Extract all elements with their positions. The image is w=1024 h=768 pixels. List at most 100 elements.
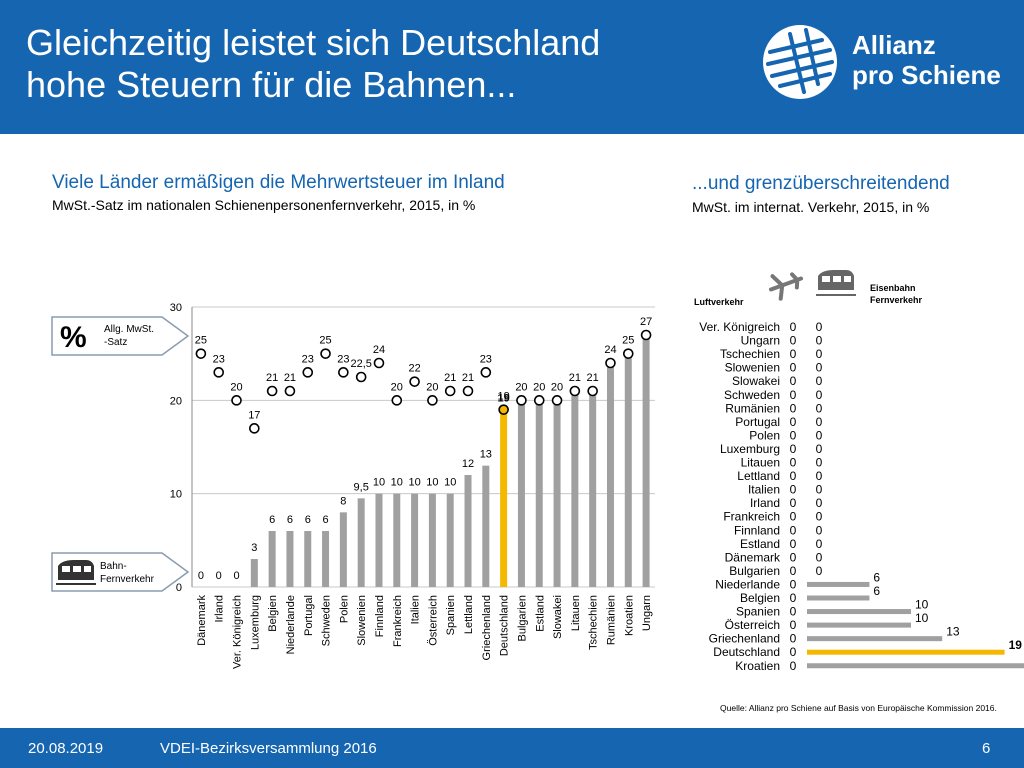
bar-frankreich — [393, 493, 401, 587]
air-value-label: 0 — [790, 632, 797, 646]
rate-marker-frankreich — [391, 395, 403, 406]
country-label-ver-königreich: Ver. Königreich — [699, 320, 780, 334]
rate-marker-estland — [533, 395, 545, 406]
air-value-label: 0 — [790, 523, 797, 537]
right-chart-caption: MwSt. im internat. Verkehr, 2015, in % — [692, 199, 930, 215]
airplane-icon — [768, 272, 804, 301]
legend-general-vat: % Allg. MwSt. -Satz — [51, 316, 190, 356]
bar-value-label: 10 — [426, 477, 438, 489]
rate-value-label: 21 — [266, 372, 278, 384]
rate-value-label: 27 — [640, 316, 652, 328]
x-tick-label: Belgien — [267, 595, 279, 632]
country-label-luxemburg: Luxemburg — [720, 442, 780, 456]
x-tick-label: Deutschland — [499, 595, 511, 656]
air-value-label: 0 — [790, 577, 797, 591]
bar-lettland — [464, 475, 472, 587]
country-label-dänemark: Dänemark — [725, 550, 781, 564]
train-window — [833, 276, 841, 282]
rail-value-label: 6 — [873, 570, 880, 584]
rate-value-label: 20 — [426, 381, 438, 393]
rate-value-label: 24 — [373, 344, 385, 356]
x-tick-label: Spanien — [445, 595, 457, 635]
air-value-label: 0 — [790, 347, 797, 361]
logo-wordmark: Allianz pro Schiene — [852, 30, 1001, 90]
rate-marker-österreich — [427, 395, 438, 406]
bar-value-label: 6 — [305, 514, 311, 526]
rail-value-label: 0 — [816, 401, 823, 415]
bar-spanien — [446, 493, 454, 587]
bar-griechenland — [482, 465, 490, 587]
title-line-1: Gleichzeitig leistet sich Deutschland — [26, 22, 601, 63]
country-label-niederlande: Niederlande — [715, 577, 780, 591]
column-header-air: Luftverkehr — [694, 297, 744, 307]
air-value-label: 0 — [790, 483, 797, 497]
legend-label-line: Allg. MwSt. — [104, 324, 154, 335]
air-value-label: 0 — [790, 537, 797, 551]
country-label-griechenland: Griechenland — [709, 632, 780, 646]
rate-marker-bulgarien — [516, 395, 527, 406]
x-tick-label: Slowakei — [552, 595, 564, 639]
rail-value-label: 0 — [816, 388, 823, 402]
left-bar-chart: 0 10 20 30 0 25 Dänemark 0 23 Irland 0 20 Ver. König… — [51, 302, 655, 669]
rate-marker-kroatien — [622, 348, 634, 359]
rate-marker-luxemburg — [249, 423, 260, 434]
country-label-deutschland: Deutschland — [713, 645, 780, 659]
bar-value-label: 8 — [340, 495, 346, 507]
rail-value-label: 0 — [816, 496, 823, 510]
rate-marker-slowakei — [551, 395, 563, 406]
train-window — [844, 276, 851, 282]
rate-marker-deutschland — [498, 404, 509, 415]
right-chart-title: ...und grenzüberschreitendend — [692, 173, 950, 194]
air-value-label: 0 — [790, 605, 797, 619]
legend-label-line: Fernverkehr — [100, 574, 155, 585]
air-value-label: 0 — [790, 645, 797, 659]
legend-rail: Bahn- Fernverkehr — [51, 552, 190, 592]
bar-value-label: 12 — [462, 458, 474, 470]
rail-value-label: 0 — [816, 347, 823, 361]
country-label-frankreich: Frankreich — [723, 510, 780, 524]
country-label-litauen: Litauen — [741, 456, 780, 470]
x-tick-label: Finnland — [374, 595, 386, 637]
x-tick-label: Rumänien — [605, 595, 617, 645]
air-value-label: 0 — [790, 496, 797, 510]
air-value-label: 0 — [790, 442, 797, 456]
y-tick-label: 20 — [170, 395, 182, 407]
country-label-kroatien: Kroatien — [735, 659, 780, 673]
rail-bar-österreich — [807, 622, 911, 628]
column-header-rail: Eisenbahn — [870, 283, 916, 293]
rate-value-label: 19 — [498, 391, 510, 403]
rate-value-label: 20 — [230, 381, 242, 393]
air-value-label: 0 — [790, 618, 797, 632]
rate-value-label: 20 — [533, 381, 545, 393]
rail-value-label: 0 — [816, 510, 823, 524]
rail-value-label: 0 — [816, 469, 823, 483]
country-label-finnland: Finnland — [734, 523, 780, 537]
air-value-label: 0 — [790, 361, 797, 375]
rate-value-label: 25 — [622, 335, 634, 347]
bar-value-label: 6 — [287, 514, 293, 526]
rail-value-label: 0 — [816, 537, 823, 551]
bar-value-label: 6 — [322, 514, 328, 526]
rate-value-label: 21 — [587, 372, 599, 384]
bar-value-label: 0 — [216, 570, 222, 582]
x-tick-label: Österreich — [427, 595, 439, 646]
rail-value-label: 0 — [816, 456, 823, 470]
bar-value-label: 0 — [198, 570, 204, 582]
rate-marker-italien — [409, 376, 420, 387]
air-value-label: 0 — [790, 564, 797, 578]
x-tick-label: Ungarn — [641, 595, 653, 631]
train-icon — [816, 270, 856, 296]
country-label-italien: Italien — [748, 483, 780, 497]
rate-value-label: 25 — [319, 335, 331, 347]
x-tick-label: Ver. Königreich — [232, 595, 244, 669]
air-value-label: 0 — [790, 334, 797, 348]
x-tick-label: Slowenien — [356, 595, 368, 646]
rate-marker-rumänien — [605, 357, 616, 369]
rate-value-label: 20 — [551, 381, 563, 393]
footer-page-number: 6 — [982, 740, 991, 757]
country-label-schweden: Schweden — [724, 388, 780, 402]
bar-value-label: 10 — [408, 477, 420, 489]
rate-value-label: 22 — [408, 363, 420, 375]
rate-value-label: 20 — [515, 381, 527, 393]
x-tick-label: Kroatien — [623, 595, 635, 636]
